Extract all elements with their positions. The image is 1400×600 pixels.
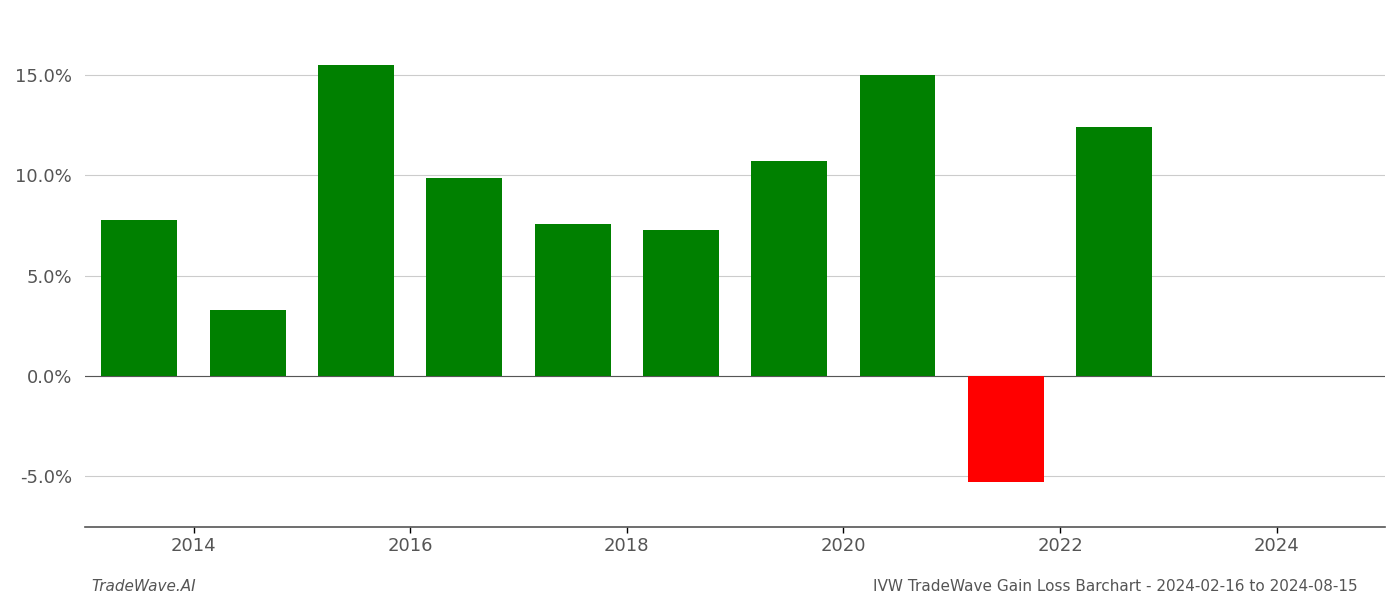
- Bar: [1077, 127, 1152, 376]
- Bar: [643, 230, 718, 376]
- Bar: [860, 75, 935, 376]
- Bar: [210, 310, 286, 376]
- Bar: [535, 224, 610, 376]
- Bar: [101, 220, 178, 376]
- Text: IVW TradeWave Gain Loss Barchart - 2024-02-16 to 2024-08-15: IVW TradeWave Gain Loss Barchart - 2024-…: [874, 579, 1358, 594]
- Bar: [318, 65, 393, 376]
- Bar: [752, 161, 827, 376]
- Text: TradeWave.AI: TradeWave.AI: [91, 579, 196, 594]
- Bar: [427, 178, 503, 376]
- Bar: [967, 376, 1044, 482]
